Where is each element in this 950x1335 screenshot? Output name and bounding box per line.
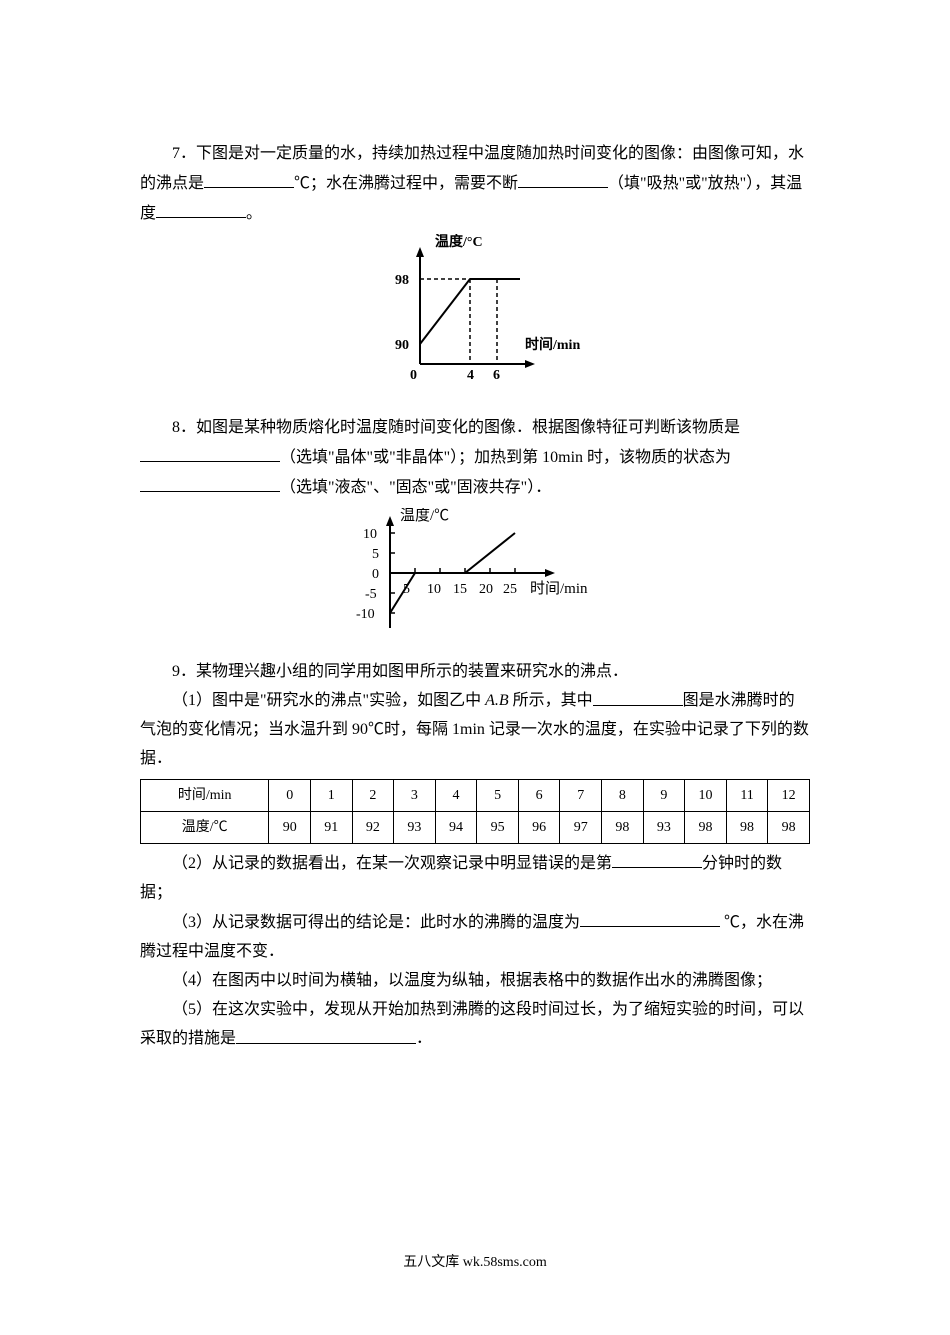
td: 2 <box>352 779 394 811</box>
xt-15: 15 <box>453 582 467 597</box>
blank <box>236 1024 416 1043</box>
td: 98 <box>685 812 727 844</box>
q9-sub3a: （3）从记录数据可得出的结论是：此时水的沸腾的温度为 <box>172 914 580 931</box>
y-axis-arrow <box>416 247 424 257</box>
q9-sub1a: （1）图中是"研究水的沸点"实验，如图乙中 <box>172 693 485 710</box>
question-8: 8．如图是某种物质熔化时温度随时间变化的图像．根据图像特征可判断该物质是 （选填"… <box>140 414 810 638</box>
q9-sub1: （1）图中是"研究水的沸点"实验，如图乙中 A.B 所示，其中图是水沸腾时的气泡… <box>140 686 810 774</box>
q9-sub2: （2）从记录的数据看出，在某一次观察记录中明显错误的是第分钟时的数据； <box>140 849 810 908</box>
yt-5: 5 <box>372 547 379 562</box>
td: 95 <box>477 812 519 844</box>
xt-10: 10 <box>427 582 441 597</box>
ytick-98: 98 <box>395 273 409 288</box>
td: 0 <box>269 779 311 811</box>
x-axis-arrow <box>525 360 535 368</box>
td: 12 <box>768 779 810 811</box>
xtick-6: 6 <box>493 368 500 383</box>
td: 92 <box>352 812 394 844</box>
td: 98 <box>602 812 644 844</box>
td: 4 <box>435 779 477 811</box>
blank <box>612 849 702 868</box>
q8-chart: 温度/℃ 10 5 0 -5 -10 5 10 <box>335 508 615 638</box>
td: 93 <box>394 812 436 844</box>
q9-sub5: （5）在这次实验中，发现从开始加热到沸腾的这段时间过长，为了缩短实验的时间，可以… <box>140 996 810 1055</box>
td: 91 <box>310 812 352 844</box>
td: 9 <box>643 779 685 811</box>
td: 93 <box>643 812 685 844</box>
q9-sub5b: ． <box>416 1031 432 1048</box>
yt-0: 0 <box>372 567 379 582</box>
td: 94 <box>435 812 477 844</box>
question-9: 9．某物理兴趣小组的同学用如图甲所示的装置来研究水的沸点． （1）图中是"研究水… <box>140 658 810 1055</box>
q7-chart-container: 温度/°C 98 90 0 4 6 时间/min <box>140 234 810 394</box>
blank <box>140 443 280 462</box>
q9-sub1-italic: A.B <box>485 693 509 710</box>
td: 7 <box>560 779 602 811</box>
td: 1 <box>310 779 352 811</box>
td: 90 <box>269 812 311 844</box>
td: 98 <box>768 812 810 844</box>
xt-20: 20 <box>479 582 493 597</box>
x-axis-arrow <box>545 569 555 577</box>
table-row-time: 时间/min 0 1 2 3 4 5 6 7 8 9 10 11 12 <box>141 779 810 811</box>
td: 10 <box>685 779 727 811</box>
y-axis-label: 温度/°C <box>435 234 483 250</box>
yt--10: -10 <box>356 607 375 622</box>
td: 11 <box>726 779 768 811</box>
th-temp: 温度/℃ <box>141 812 269 844</box>
td: 6 <box>518 779 560 811</box>
question-7: 7．下图是对一定质量的水，持续加热过程中温度随加热时间变化的图像：由图像可知，水… <box>140 140 810 394</box>
xtick-0: 0 <box>410 368 417 383</box>
q8-text-2: （选填"晶体"或"非晶体"）；加热到第 10min 时，该物质的状态为 <box>280 449 731 466</box>
q9-sub1b: 所示，其中 <box>509 693 593 710</box>
xtick-4: 4 <box>467 368 474 383</box>
ytick-90: 90 <box>395 338 409 353</box>
q8-text: 8．如图是某种物质熔化时温度随时间变化的图像．根据图像特征可判断该物质是 （选填"… <box>140 414 810 503</box>
blank <box>580 908 720 927</box>
blank <box>593 686 683 705</box>
page-footer: 五八文库 wk.58sms.com <box>0 1250 950 1275</box>
q7-text-3: 。 <box>246 205 262 222</box>
td: 98 <box>726 812 768 844</box>
th-time: 时间/min <box>141 779 269 811</box>
td: 5 <box>477 779 519 811</box>
x-axis-label: 时间/min <box>530 580 588 597</box>
q9-intro: 9．某物理兴趣小组的同学用如图甲所示的装置来研究水的沸点． <box>140 658 810 687</box>
td: 3 <box>394 779 436 811</box>
td: 96 <box>518 812 560 844</box>
td: 8 <box>602 779 644 811</box>
td: 97 <box>560 812 602 844</box>
q9-sub4: （4）在图丙中以时间为横轴，以温度为纵轴，根据表格中的数据作出水的沸腾图像； <box>140 967 810 996</box>
data-line-rise <box>420 279 470 344</box>
yt--5: -5 <box>365 587 377 602</box>
q9-data-table: 时间/min 0 1 2 3 4 5 6 7 8 9 10 11 12 温度/℃… <box>140 779 810 844</box>
q7-text: 7．下图是对一定质量的水，持续加热过程中温度随加热时间变化的图像：由图像可知，水… <box>140 140 810 229</box>
x-axis-label: 时间/min <box>525 336 580 353</box>
q8-text-3: （选填"液态"、"固态"或"固液共存"）． <box>280 479 551 496</box>
blank <box>156 199 246 218</box>
y-axis-label: 温度/℃ <box>400 508 449 524</box>
q8-text-1: 8．如图是某种物质熔化时温度随时间变化的图像．根据图像特征可判断该物质是 <box>172 419 740 436</box>
y-axis-arrow <box>386 516 394 526</box>
xt-25: 25 <box>503 582 517 597</box>
q9-sub2a: （2）从记录的数据看出，在某一次观察记录中明显错误的是第 <box>172 855 612 872</box>
q9-sub3: （3）从记录数据可得出的结论是：此时水的沸腾的温度为 ℃，水在沸腾过程中温度不变… <box>140 908 810 967</box>
q7-chart: 温度/°C 98 90 0 4 6 时间/min <box>360 234 590 394</box>
blank <box>518 169 608 188</box>
q7-unit1: ℃；水在沸腾过程中，需要不断 <box>294 175 518 192</box>
yt-10: 10 <box>363 527 377 542</box>
blank <box>204 169 294 188</box>
q8-chart-container: 温度/℃ 10 5 0 -5 -10 5 10 <box>140 508 810 638</box>
table-row-temp: 温度/℃ 90 91 92 93 94 95 96 97 98 93 98 98… <box>141 812 810 844</box>
blank <box>140 473 280 492</box>
